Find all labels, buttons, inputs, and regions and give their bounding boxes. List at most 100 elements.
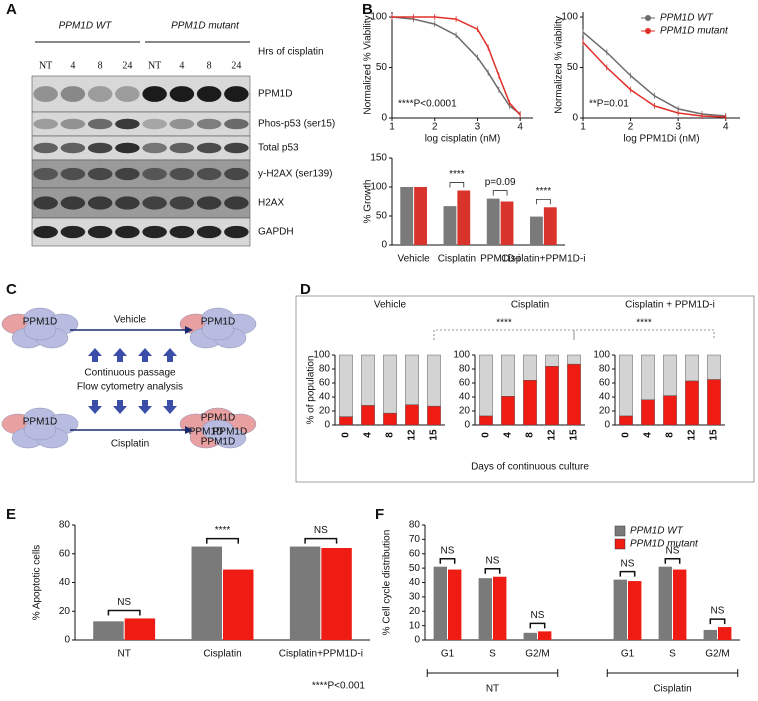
x-axis-label: log cisplatin (nM) [425, 134, 501, 145]
blot-group: PPM1D WT [59, 21, 113, 32]
significance-bracket [536, 198, 551, 205]
bar-segment [707, 379, 721, 426]
x-tick-label: G1 [441, 649, 455, 660]
band [33, 225, 58, 239]
bar [414, 187, 427, 245]
significance-bracket [449, 182, 465, 188]
group-label: NT [486, 684, 499, 695]
band [224, 225, 249, 239]
chart-title: Vehicle [374, 300, 407, 311]
y-tick-label: 100 [593, 350, 610, 361]
bar [400, 187, 414, 245]
bar [613, 579, 627, 640]
panel-label: E [6, 506, 16, 523]
x-tick-label: 4 [723, 122, 729, 133]
band [33, 167, 58, 181]
bar [703, 629, 717, 640]
legend-marker [645, 28, 651, 34]
lane-label: 8 [207, 60, 212, 71]
y-tick-label: 40 [59, 577, 71, 588]
significance-label: NS [486, 555, 500, 566]
y-tick-label: 100 [313, 350, 330, 361]
y-tick-label: 20 [459, 406, 471, 417]
bar [530, 216, 543, 245]
bar [433, 566, 447, 640]
bar-segment [339, 354, 353, 417]
row-label: y-H2AX (ser139) [258, 169, 332, 180]
significance-bracket [709, 618, 726, 625]
bar [223, 569, 254, 640]
y-tick-label: 60 [409, 548, 421, 559]
x-tick-label: 1 [389, 122, 395, 133]
cell-label: PPM1D [213, 427, 247, 438]
comparison-label: **** [636, 318, 652, 329]
down-arrow [138, 400, 152, 414]
significance-bracket [206, 537, 239, 544]
annotation: ****P<0.0001 [398, 99, 457, 110]
blot-group: PPM1D mutant [171, 21, 240, 32]
lane-label: 24 [231, 60, 241, 71]
x-tick-label: 15 [569, 429, 580, 441]
bar-segment [567, 354, 581, 365]
bar [628, 581, 642, 640]
y-tick-label: 60 [599, 378, 611, 389]
band [87, 196, 113, 210]
x-tick-label: 15 [429, 429, 440, 441]
y-tick-label: 60 [319, 378, 331, 389]
up-arrow [138, 348, 152, 362]
lane-label: NT [148, 60, 161, 71]
significance-bracket [107, 609, 141, 616]
band [115, 142, 140, 154]
band [87, 118, 113, 130]
legend-label: PPM1D WT [630, 526, 684, 537]
bar-segment [361, 405, 375, 426]
step-label: Flow cytometry analysis [77, 382, 183, 393]
significance-bracket [619, 570, 636, 577]
lane-label: 8 [98, 60, 103, 71]
band [87, 142, 113, 154]
down-arrow [163, 400, 177, 414]
bar [478, 578, 492, 640]
bar-segment [663, 354, 677, 396]
bar [124, 618, 156, 640]
significance-label: **** [215, 525, 231, 536]
x-tick-label: 15 [709, 429, 720, 441]
band [169, 142, 195, 154]
band [196, 142, 222, 154]
significance-bracket [484, 568, 501, 574]
lane-label: NT [39, 60, 52, 71]
cell [201, 319, 235, 341]
significance-label: NS [314, 525, 328, 536]
band [33, 196, 58, 210]
x-tick-label: 0 [341, 432, 352, 438]
y-tick-label: 80 [409, 520, 421, 531]
panel-label: F [375, 506, 384, 523]
y-axis-label: % Growth [363, 180, 374, 224]
y-tick-label: 0 [464, 420, 470, 431]
y-tick-label: 10 [409, 620, 421, 631]
bar [486, 198, 500, 245]
legend-label: PPM1D mutant [660, 26, 729, 37]
arrow-label: Vehicle [114, 315, 147, 326]
bar-segment [405, 404, 419, 426]
bar [289, 546, 321, 640]
bar-segment [501, 354, 515, 397]
y-tick-label: 100 [370, 182, 387, 193]
x-tick-label: 4 [363, 432, 374, 438]
comparison-bracket [573, 329, 715, 340]
band [60, 86, 86, 102]
y-tick-label: 50 [567, 62, 579, 73]
significance-label: p=0.09 [485, 177, 516, 188]
x-tick-label: 4 [643, 432, 654, 438]
x-tick-label: Cisplatin+PPM1D-i [279, 649, 363, 660]
y-tick-label: 40 [319, 392, 331, 403]
bar [93, 621, 124, 640]
x-tick-label: Vehicle [398, 254, 431, 265]
band [196, 225, 222, 239]
bar-segment [501, 396, 515, 426]
x-tick-label: 1 [580, 122, 586, 133]
bar-segment [641, 399, 655, 426]
significance-bracket [439, 557, 456, 564]
x-tick-label: 2 [432, 122, 438, 133]
y-tick-label: 0 [572, 113, 578, 124]
